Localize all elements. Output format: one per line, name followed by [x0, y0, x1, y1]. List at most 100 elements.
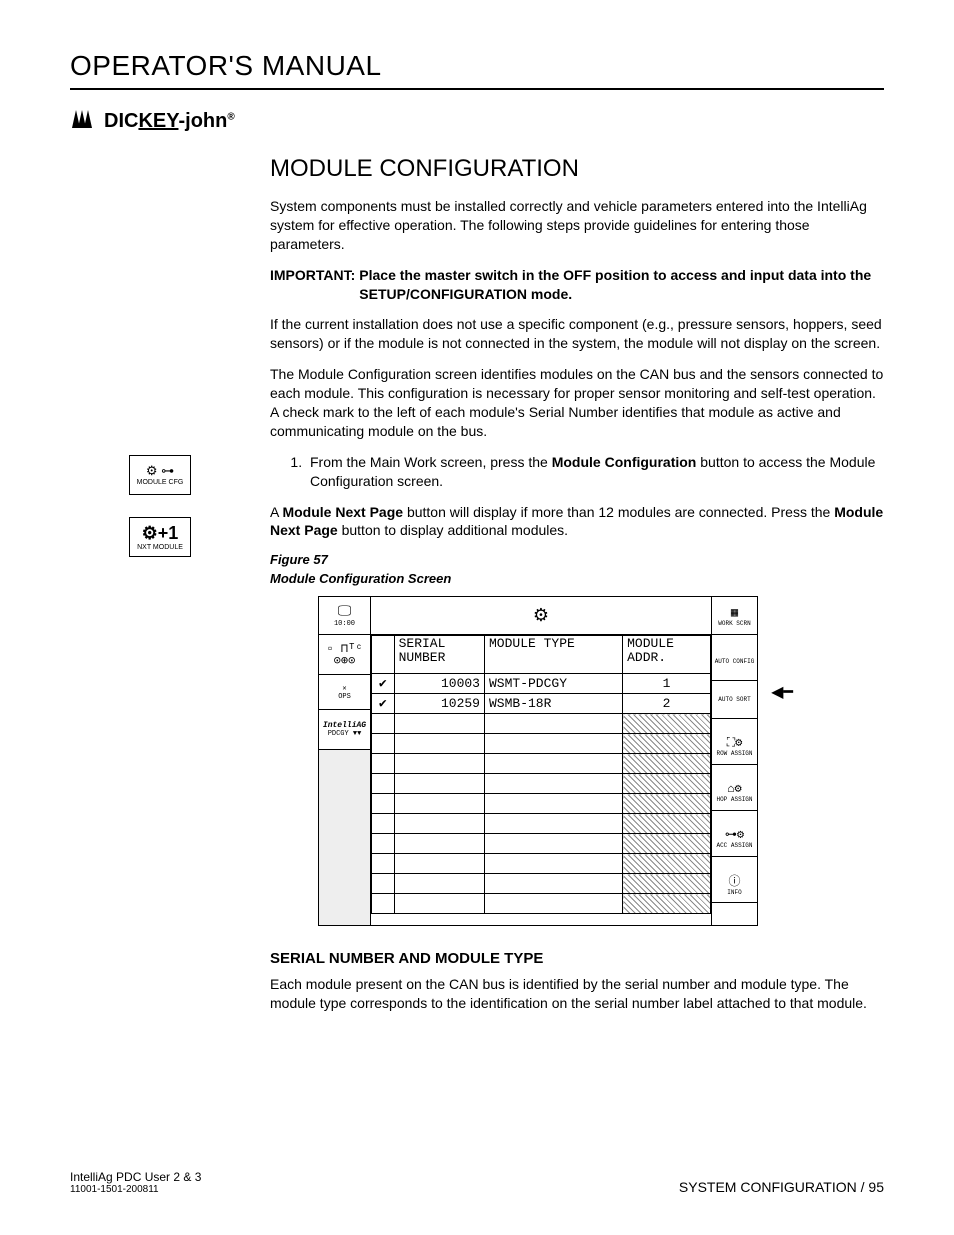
row-addr	[623, 774, 711, 794]
row-serial	[394, 774, 484, 794]
step-1: From the Main Work screen, press the Mod…	[306, 453, 884, 491]
row-check	[372, 854, 395, 874]
row-addr: 2	[623, 694, 711, 714]
table-row	[372, 714, 711, 734]
row-check	[372, 874, 395, 894]
table-row	[372, 814, 711, 834]
screen-intelliag-cell: IntelliAG PDCGY ▼▼	[319, 710, 370, 750]
info-icon: ⓘ	[728, 872, 740, 889]
row-type	[484, 754, 622, 774]
table-row	[372, 754, 711, 774]
row-type	[484, 834, 622, 854]
row-check: ✔	[372, 694, 395, 714]
table-row	[372, 894, 711, 914]
table-row	[372, 874, 711, 894]
row-addr	[623, 874, 711, 894]
row-type: WSMT-PDCGY	[484, 674, 622, 694]
next-module-button-icon: ⚙+1 NXT MODULE	[129, 517, 191, 557]
col-addr: MODULE ADDR.	[623, 636, 711, 674]
module-cfg-button-icon: ⚙ ⊶ MODULE CFG	[129, 455, 191, 495]
row-check	[372, 734, 395, 754]
screen-top-icon-bar: ⚙	[371, 597, 711, 635]
steps-list: From the Main Work screen, press the Mod…	[306, 453, 884, 491]
hop-icon: ⌂⚙	[727, 781, 741, 796]
auto-sort-button[interactable]: AUTO SORT	[712, 681, 757, 719]
subsection-paragraph: Each module present on the CAN bus is id…	[270, 975, 884, 1013]
row-check	[372, 754, 395, 774]
row-icon: ⛶⚙	[727, 735, 743, 750]
row-addr: 1	[623, 674, 711, 694]
acc-icon: ⊶⚙	[725, 827, 744, 842]
sat-icon: ✕	[342, 684, 346, 693]
row-type	[484, 854, 622, 874]
table-row	[372, 854, 711, 874]
row-check	[372, 714, 395, 734]
intro-paragraph: System components must be installed corr…	[270, 197, 884, 254]
screen-left-filler	[319, 750, 370, 925]
row-type	[484, 774, 622, 794]
footer-left: IntelliAg PDC User 2 & 3 11001-1501-2008…	[70, 1170, 201, 1195]
hop-assign-button[interactable]: ⌂⚙ HOP ASSIGN	[712, 773, 757, 811]
table-row	[372, 794, 711, 814]
col-check	[372, 636, 395, 674]
section-title: MODULE CONFIGURATION	[270, 155, 884, 183]
row-addr	[623, 834, 711, 854]
acc-assign-button[interactable]: ⊶⚙ ACC ASSIGN	[712, 819, 757, 857]
screen-left-col: 🖵 10:00 ▫ ⊓ᵀᶜ⊙⊕⊙ ✕ OPS IntelliAG PDCGY ▼…	[319, 597, 371, 925]
row-serial	[394, 714, 484, 734]
row-check	[372, 774, 395, 794]
row-addr	[623, 814, 711, 834]
logo-mark-icon	[70, 108, 98, 135]
page-footer: IntelliAg PDC User 2 & 3 11001-1501-2008…	[70, 1170, 884, 1195]
paragraph-4: A Module Next Page button will display i…	[270, 503, 884, 541]
screen-right-col: ▦ WORK SCRN AUTO CONFIG AUTO SORT ⛶⚙ ROW…	[711, 597, 757, 925]
row-type	[484, 714, 622, 734]
row-addr	[623, 894, 711, 914]
row-addr	[623, 794, 711, 814]
row-assign-button[interactable]: ⛶⚙ ROW ASSIGN	[712, 727, 757, 765]
content-body: MODULE CONFIGURATION System components m…	[270, 155, 884, 1025]
document-header: OPERATOR'S MANUAL	[70, 50, 884, 90]
subsection-title: SERIAL NUMBER AND MODULE TYPE	[270, 950, 884, 967]
tractor-icon: ▫ ⊓ᵀᶜ⊙⊕⊙	[326, 643, 362, 667]
row-check: ✔	[372, 674, 395, 694]
monitor-icon: 🖵	[338, 604, 352, 620]
screen-main: ⚙ SERIAL NUMBER MODULE TYPE MODULE ADDR.	[371, 597, 711, 925]
table-row: ✔10259WSMB-18R2	[372, 694, 711, 714]
row-serial	[394, 834, 484, 854]
figure-caption: Module Configuration Screen	[270, 571, 884, 586]
row-check	[372, 894, 395, 914]
row-addr	[623, 714, 711, 734]
col-type: MODULE TYPE	[484, 636, 622, 674]
row-type	[484, 874, 622, 894]
footer-right: SYSTEM CONFIGURATION / 95	[679, 1179, 884, 1195]
callout-arrow-icon: ◀━	[771, 682, 793, 702]
row-addr	[623, 734, 711, 754]
row-type	[484, 814, 622, 834]
table-row: ✔10003WSMT-PDCGY1	[372, 674, 711, 694]
grid-icon: ▦	[731, 605, 738, 620]
auto-config-button[interactable]: AUTO CONFIG	[712, 643, 757, 681]
row-serial	[394, 734, 484, 754]
row-serial: 10003	[394, 674, 484, 694]
config-icon: ⚙	[533, 605, 549, 626]
row-check	[372, 834, 395, 854]
sidebar: ⚙ ⊶ MODULE CFG ⚙+1 NXT MODULE	[70, 155, 250, 1025]
row-type	[484, 894, 622, 914]
row-serial	[394, 854, 484, 874]
logo-text: DICKEY-john®	[104, 110, 235, 133]
row-check	[372, 794, 395, 814]
module-cfg-label: MODULE CFG	[137, 479, 184, 486]
row-addr	[623, 854, 711, 874]
work-scrn-button[interactable]: ▦ WORK SCRN	[712, 597, 757, 635]
row-serial	[394, 814, 484, 834]
info-button[interactable]: ⓘ INFO	[712, 865, 757, 903]
col-serial: SERIAL NUMBER	[394, 636, 484, 674]
row-serial: 10259	[394, 694, 484, 714]
row-check	[372, 814, 395, 834]
next-module-glyph-icon: ⚙+1	[142, 523, 179, 544]
module-cfg-glyph-icon: ⚙ ⊶	[146, 464, 174, 477]
table-row	[372, 734, 711, 754]
row-type	[484, 794, 622, 814]
row-serial	[394, 794, 484, 814]
